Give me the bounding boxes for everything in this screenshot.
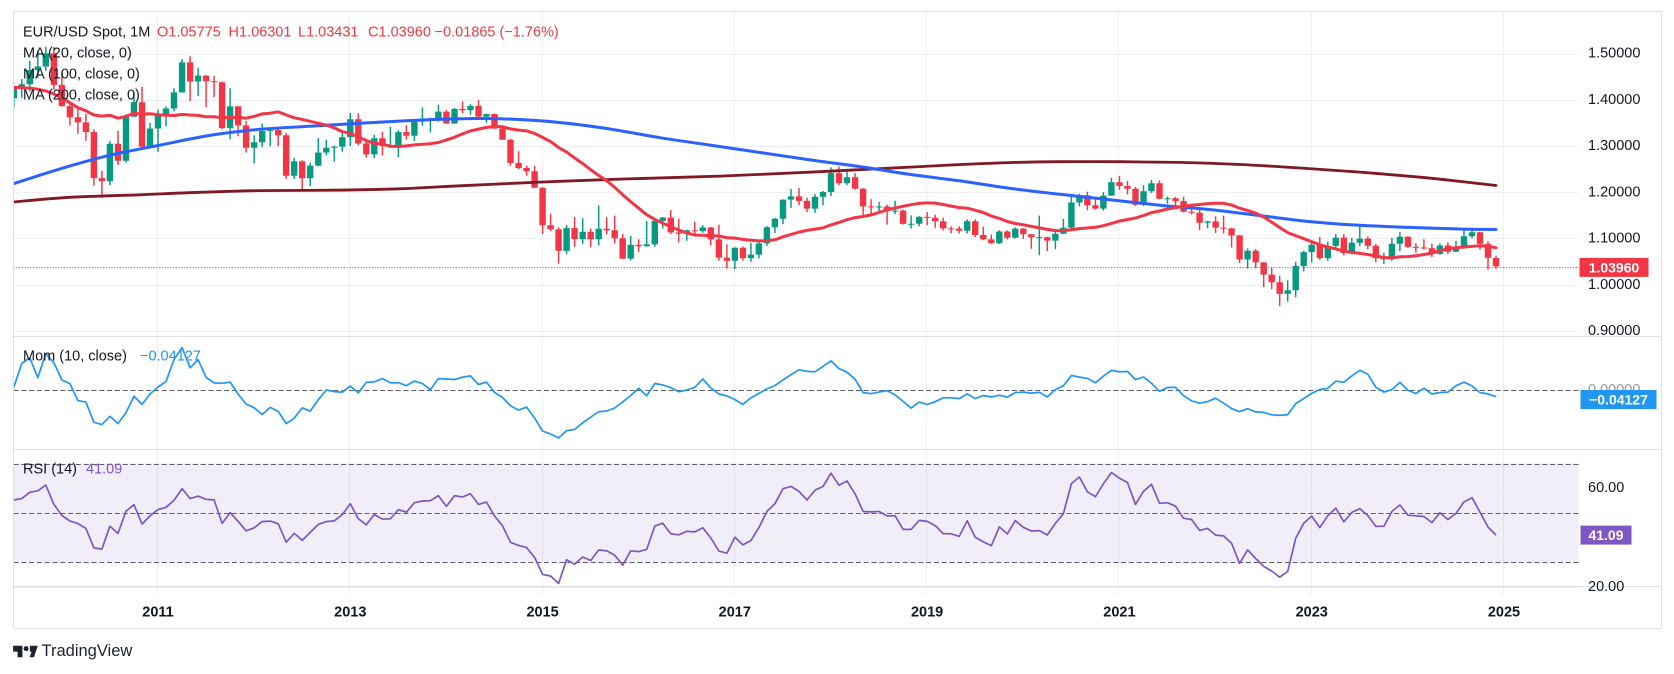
svg-text:−0.04127: −0.04127 [1589,392,1648,408]
svg-text:MA (200, close, 0): MA (200, close, 0) [23,88,140,104]
svg-text:−0.04127: −0.04127 [140,349,201,365]
svg-text:2023: 2023 [1296,605,1328,621]
svg-text:1.20000: 1.20000 [1588,184,1640,200]
svg-text:2011: 2011 [142,605,173,621]
svg-text:0.90000: 0.90000 [1588,323,1640,339]
svg-text:RSI (14): RSI (14) [23,462,77,478]
svg-text:2019: 2019 [911,605,943,621]
svg-text:1.03960: 1.03960 [1589,259,1640,275]
svg-text:1.50000: 1.50000 [1588,46,1640,62]
svg-text:H1.06301: H1.06301 [229,25,292,41]
svg-text:2021: 2021 [1103,605,1135,621]
svg-text:41.09: 41.09 [1588,527,1623,543]
svg-text:20.00: 20.00 [1588,579,1624,595]
svg-text:1.30000: 1.30000 [1588,138,1640,154]
svg-text:2017: 2017 [719,605,751,621]
svg-text:41.09: 41.09 [86,462,122,478]
svg-text:2015: 2015 [526,605,558,621]
svg-text:TradingView: TradingView [42,642,133,660]
svg-text:MA (20, close, 0): MA (20, close, 0) [23,46,132,62]
svg-text:60.00: 60.00 [1588,480,1624,496]
svg-text:2025: 2025 [1488,605,1520,621]
svg-text:2013: 2013 [334,605,366,621]
svg-text:EUR/USD Spot, 1M: EUR/USD Spot, 1M [23,25,150,41]
svg-text:−0.01865 (−1.76%): −0.01865 (−1.76%) [435,25,559,41]
svg-text:MA (100, close, 0): MA (100, close, 0) [23,67,140,83]
svg-text:1.00000: 1.00000 [1588,277,1640,293]
svg-text:C1.03960: C1.03960 [368,25,431,41]
svg-text:L1.03431: L1.03431 [298,25,358,41]
svg-text:O1.05775: O1.05775 [157,25,221,41]
svg-text:Mom (10, close): Mom (10, close) [23,349,127,365]
svg-text:1.10000: 1.10000 [1588,231,1640,247]
svg-text:1.40000: 1.40000 [1588,92,1640,108]
